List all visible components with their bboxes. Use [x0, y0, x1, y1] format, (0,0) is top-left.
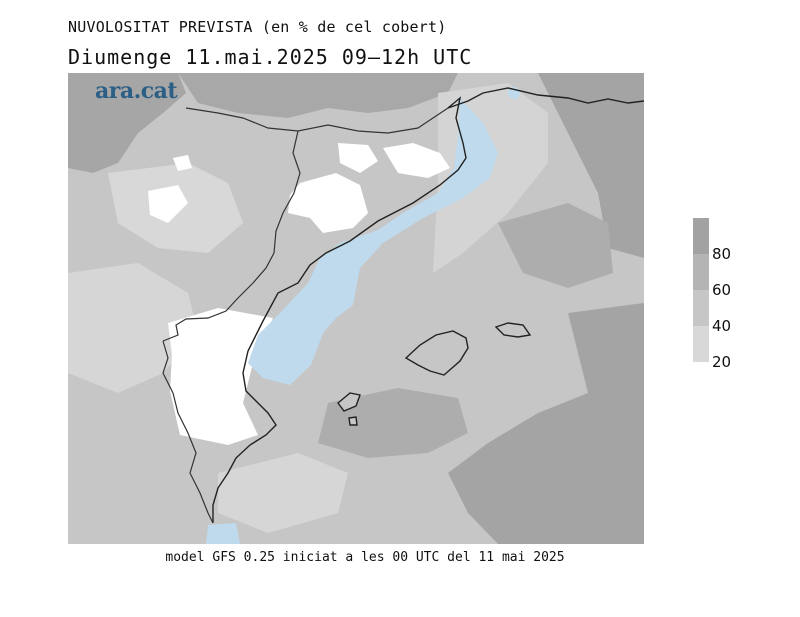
clear-sky-sw-sea [206, 523, 240, 544]
border-valencia-castilla [162, 340, 214, 524]
island-mallorca [404, 330, 469, 376]
island-menorca [494, 322, 532, 338]
clear-sky-valencia [168, 308, 273, 445]
map-title: NUVOLOSITAT PREVISTA (en % de cel cobert… [68, 18, 447, 36]
island-ibiza [337, 392, 361, 412]
legend-label-60: 60 [712, 281, 732, 299]
legend-label-80: 80 [712, 245, 732, 263]
cloud-cover-map [68, 73, 644, 544]
cloud-field-light-south [218, 453, 348, 533]
model-info-footer: model GFS 0.25 iniciat a les 00 UTC del … [165, 550, 565, 565]
island-formentera [348, 416, 358, 426]
forecast-datetime: Diumenge 11.mai.2025 09‒12h UTC [68, 45, 473, 69]
border-aragon-catalunya [252, 130, 301, 284]
clear-sky-sea [248, 98, 498, 385]
cloud-field-light-west [68, 263, 198, 393]
clear-sky-north-2 [383, 143, 450, 178]
legend-swatch-20-40 [693, 326, 709, 362]
clear-sky-small [173, 155, 192, 171]
clear-sky-ebro [288, 173, 368, 233]
legend-swatch-60-80 [693, 254, 709, 290]
border-valencia-aragon [162, 282, 254, 342]
cloud-field-dark-east [498, 203, 613, 288]
legend-swatch-40-60 [693, 290, 709, 326]
aracat-logo: ara.cat [95, 78, 178, 104]
clear-sky-aragon [148, 185, 188, 223]
coastline-mainland [212, 96, 467, 523]
coastline-north [447, 87, 644, 109]
border-france-spain [185, 107, 449, 134]
cloud-field-dark-north [178, 73, 458, 118]
cloud-cover-legend [693, 218, 709, 362]
legend-label-40: 40 [712, 317, 732, 335]
clear-sky-north-1 [338, 143, 378, 173]
cloud-field-dark-nw [68, 73, 186, 173]
cloud-field-dark-ne [538, 73, 644, 258]
legend-label-20: 20 [712, 353, 732, 371]
cloud-field-dark-se [448, 303, 644, 544]
legend-swatch-80-100 [693, 218, 709, 254]
